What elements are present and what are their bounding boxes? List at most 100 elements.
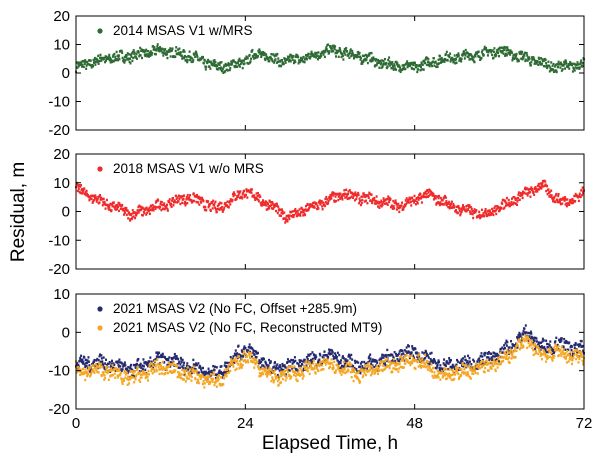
data-point xyxy=(87,194,90,197)
data-point xyxy=(510,197,513,200)
data-point xyxy=(242,352,245,355)
data-point xyxy=(252,57,255,60)
data-point xyxy=(548,64,551,68)
data-point xyxy=(498,360,501,363)
data-point xyxy=(356,375,359,379)
data-point xyxy=(179,202,182,206)
data-point xyxy=(222,373,225,376)
data-point xyxy=(94,194,97,197)
data-point xyxy=(582,64,585,68)
data-point xyxy=(334,45,337,48)
data-point xyxy=(423,195,426,199)
data-point xyxy=(336,367,339,370)
data-point xyxy=(313,356,316,359)
data-point xyxy=(379,204,382,207)
data-point xyxy=(133,381,136,384)
data-point xyxy=(283,57,286,60)
data-point xyxy=(290,375,293,379)
data-point xyxy=(266,207,269,211)
data-point xyxy=(168,198,171,201)
data-point xyxy=(505,356,508,359)
data-point xyxy=(147,209,150,213)
data-point xyxy=(178,47,181,50)
data-point xyxy=(359,56,362,60)
data-point xyxy=(243,346,246,350)
data-point xyxy=(457,204,460,208)
data-point xyxy=(579,343,582,346)
data-point xyxy=(160,208,163,212)
data-point xyxy=(312,53,315,56)
data-point xyxy=(98,201,101,204)
data-point xyxy=(181,368,184,372)
data-point xyxy=(243,62,246,65)
data-point xyxy=(287,60,290,63)
data-point xyxy=(375,369,378,373)
data-point xyxy=(139,54,142,57)
data-point xyxy=(545,189,548,193)
data-point xyxy=(353,368,356,371)
data-point xyxy=(341,196,344,199)
data-point xyxy=(84,378,87,382)
y-tick-label: -20 xyxy=(48,261,70,278)
data-point xyxy=(363,372,366,375)
data-point xyxy=(460,207,463,210)
data-point xyxy=(460,368,463,371)
data-point xyxy=(229,66,232,70)
data-point xyxy=(291,369,294,372)
data-point xyxy=(468,210,471,213)
data-point xyxy=(246,359,249,362)
data-point xyxy=(545,350,548,354)
data-point xyxy=(329,46,332,49)
data-point xyxy=(123,213,126,216)
data-point xyxy=(328,50,331,53)
data-point xyxy=(569,198,572,202)
data-point xyxy=(538,341,541,345)
data-point xyxy=(470,207,473,211)
data-point xyxy=(238,355,241,358)
data-point xyxy=(93,358,96,362)
data-point xyxy=(288,369,291,372)
data-point xyxy=(510,354,513,357)
data-point xyxy=(89,59,92,62)
data-point xyxy=(581,61,584,65)
data-point xyxy=(310,50,313,54)
data-point xyxy=(545,360,548,363)
data-point xyxy=(189,55,192,59)
data-point xyxy=(494,369,497,373)
data-point xyxy=(171,47,174,50)
data-point xyxy=(306,203,309,207)
panel-2-data xyxy=(75,179,585,224)
data-point xyxy=(435,367,438,370)
data-point xyxy=(235,354,238,357)
data-point xyxy=(237,363,240,366)
data-point xyxy=(194,368,197,371)
data-point xyxy=(424,356,427,360)
data-point xyxy=(237,195,240,198)
data-point xyxy=(189,371,192,374)
data-point xyxy=(155,206,158,209)
data-point xyxy=(496,362,499,366)
data-point xyxy=(341,198,344,201)
data-point xyxy=(213,203,216,207)
data-point xyxy=(300,207,303,210)
data-point xyxy=(84,365,87,368)
data-point xyxy=(522,333,525,336)
data-point xyxy=(463,57,466,60)
data-point xyxy=(530,61,533,64)
data-point xyxy=(431,361,434,364)
data-point xyxy=(410,351,413,354)
data-point xyxy=(160,200,163,204)
data-point xyxy=(212,364,215,368)
data-point xyxy=(453,58,456,61)
data-point xyxy=(160,49,163,52)
data-point xyxy=(459,213,462,217)
data-point xyxy=(198,203,201,206)
data-point xyxy=(253,366,256,369)
data-point xyxy=(409,197,412,200)
data-point xyxy=(176,364,179,368)
data-point xyxy=(343,51,346,54)
data-point xyxy=(524,324,527,327)
data-point xyxy=(115,204,118,207)
data-point xyxy=(263,369,266,373)
data-point xyxy=(505,344,508,347)
